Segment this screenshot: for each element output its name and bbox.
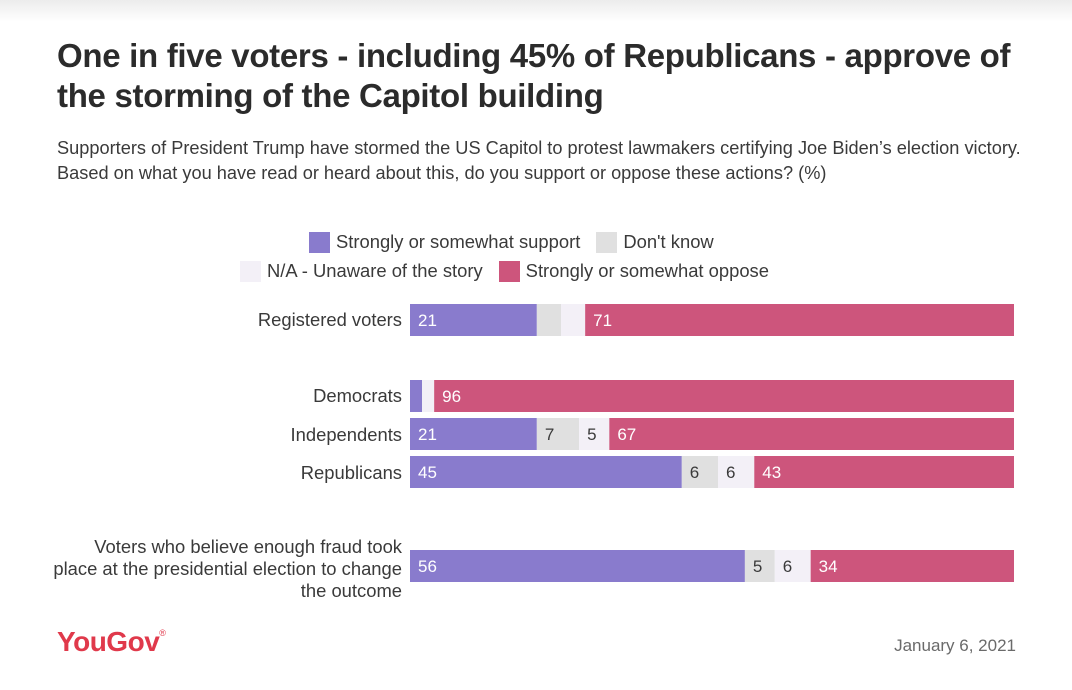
bar-republicans-dont-know [681,456,719,488]
top-shade [0,0,1072,22]
bar-republicans-unaware [718,456,755,488]
bar-fraud-believers-dont-know [744,550,775,582]
bar-democrats-unaware [422,380,435,412]
bar-fraud-believers-support [410,550,745,582]
bar-independents-support [410,418,537,450]
bar-democrats-support [410,380,423,412]
legend-swatch-dont-know [596,231,618,253]
legend-item-unaware: N/A - Unaware of the story [240,260,483,282]
chart-subtitle: Supporters of President Trump have storm… [57,138,1021,183]
bar-independents-unaware [579,418,610,450]
bar-fraud-believers-unaware [774,550,811,582]
legend-item-support: Strongly or somewhat support [309,231,580,253]
yougov-logo: YouGov® [57,626,166,657]
row-label-democrats: Democrats [313,385,402,406]
publish-date: January 6, 2021 [894,636,1016,655]
row-label-republicans: Republicans [300,462,402,483]
bar-independents-dont-know [536,418,580,450]
bar-fraud-believers-oppose [810,550,1014,582]
data-label-independents-dont-know: 7 [545,425,554,444]
legend-label-oppose: Strongly or somewhat oppose [525,260,769,281]
data-label-registered-voters-support: 21 [418,311,437,330]
row-label-registered-voters: Registered voters [257,309,402,330]
legend-label-unaware: N/A - Unaware of the story [267,260,483,281]
data-label-independents-support: 21 [418,425,437,444]
row-label-independents: Independents [290,424,402,445]
data-label-republicans-dont-know: 6 [690,463,699,482]
legend-swatch-support [309,231,330,253]
legend-label-support: Strongly or somewhat support [336,231,581,252]
bar-registered-voters-dont-know [536,304,561,336]
legend-swatch-unaware [240,260,261,282]
chart-title: One in five voters - including 45% of Re… [57,37,1011,114]
bar-registered-voters-unaware [561,304,586,336]
data-label-republicans-unaware: 6 [726,463,735,482]
data-label-fraud-believers-oppose: 34 [819,557,838,576]
bar-democrats-oppose [434,380,1014,412]
data-label-fraud-believers-dont-know: 5 [753,557,762,576]
data-label-republicans-support: 45 [418,463,437,482]
data-label-registered-voters-oppose: 71 [593,311,612,330]
bar-independents-oppose [609,418,1014,450]
legend-item-dont-know: Don't know [596,231,714,253]
bar-registered-voters-oppose [585,304,1014,336]
data-label-fraud-believers-support: 56 [418,557,437,576]
legend-item-oppose: Strongly or somewhat oppose [498,260,769,282]
bar-registered-voters-support [410,304,537,336]
data-label-fraud-believers-unaware: 6 [783,557,792,576]
bar-republicans-oppose [754,456,1014,488]
data-label-independents-oppose: 67 [617,425,636,444]
data-label-democrats-oppose: 96 [442,387,461,406]
bar-republicans-support [410,456,682,488]
legend-label-dont-know: Don't know [623,231,714,252]
legend-row-2: N/A - Unaware of the story Strongly or s… [240,260,769,282]
row-label-fraud-believers: Voters who believe enough fraud took pla… [53,536,402,601]
legend-row-1: Strongly or somewhat support Don't know [309,231,714,253]
data-label-republicans-oppose: 43 [762,463,781,482]
legend-swatch-oppose [498,260,520,282]
data-label-independents-unaware: 5 [587,425,596,444]
